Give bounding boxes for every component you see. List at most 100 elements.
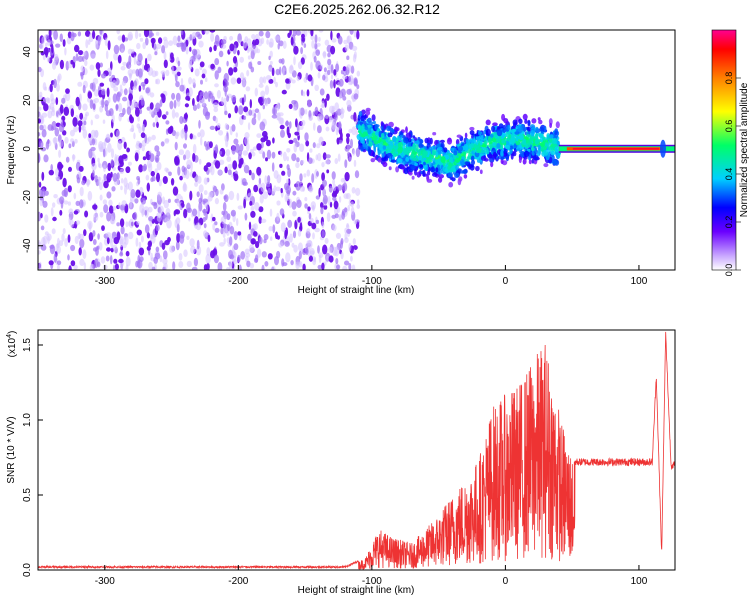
spectrogram-cell [473, 144, 480, 149]
spectrogram-cell [388, 145, 394, 149]
spectrogram-cell [224, 110, 228, 116]
spectrogram-cell [75, 53, 79, 62]
spectrogram-cell [464, 161, 470, 165]
spectrogram-cell [158, 37, 163, 44]
spectrogram-cell [38, 132, 41, 137]
spectrogram-cell [282, 151, 287, 162]
snr-x-label: Height of straight line (km) [298, 585, 415, 596]
spectrogram-cell [148, 216, 154, 222]
spectrogram-cell [498, 123, 504, 129]
spectrogram-cell [118, 113, 122, 122]
spectrogram-cell [342, 182, 348, 192]
spectrogram-cell [271, 67, 275, 77]
spectrogram-cell [183, 181, 187, 191]
spectrogram-cell [126, 147, 130, 153]
spectrogram-cell [306, 240, 312, 245]
spectrogram-cell [180, 129, 185, 139]
spectrogram-cell [133, 102, 139, 108]
spectrogram-cell [184, 124, 188, 134]
spectrogram-cell [41, 36, 45, 45]
spectrogram-cell [111, 186, 116, 192]
spectrogram-cell [145, 87, 150, 94]
spectrogram-cell [242, 76, 247, 82]
spectrogram-cell [85, 39, 89, 49]
spectrogram-cell [262, 151, 266, 159]
spectrogram-cell [347, 35, 350, 45]
spectrogram-cell [248, 221, 252, 230]
spectrogram-cell [257, 183, 262, 189]
spectrogram-cell [317, 113, 322, 122]
spectrogram-cell [281, 258, 285, 267]
spectrogram-cell [206, 247, 211, 256]
spectrogram-cell [426, 178, 433, 183]
spectrogram-cell [439, 139, 445, 143]
spectrogram-cell [523, 140, 527, 146]
spectrogram-cell [258, 83, 264, 88]
spectrogram-cell [422, 169, 426, 177]
spectrogram-cell [68, 265, 72, 270]
spectrogram-cell [355, 187, 361, 196]
spectrogram-cell [448, 181, 454, 188]
spectrogram-cell [149, 92, 155, 98]
spectrogram-cell [476, 158, 481, 163]
spectrogram-cell [274, 35, 280, 41]
spectrogram-cell [229, 254, 235, 260]
spectrogram-cell [327, 195, 331, 205]
spectrogram-cell [478, 130, 481, 136]
spectrogram-cell [332, 183, 337, 192]
spectrogram-cell [149, 108, 154, 115]
spectrogram-cell [523, 126, 527, 132]
spectrogram-cell [214, 58, 220, 66]
spectrogram-cell [126, 61, 132, 69]
spectrogram-cell [130, 188, 136, 199]
spectrogram-cell [367, 141, 373, 147]
spectrogram-cell [205, 202, 209, 212]
spectrogram-cell [203, 264, 208, 270]
spectrogram-cell [208, 90, 212, 96]
spectrogram-cell [122, 61, 127, 66]
spectrogram-cell [193, 257, 198, 267]
spectrogram-cell [324, 237, 329, 244]
spectrogram-cell [183, 143, 187, 149]
spectrogram-cell [351, 126, 357, 136]
spectrogram-cell [300, 159, 305, 165]
spectrogram-cell [288, 139, 294, 144]
spectrogram-cell [256, 48, 261, 54]
spectrogram-cell [254, 38, 260, 46]
spectrogram-cell [162, 176, 168, 184]
spectrogram-cell [226, 156, 232, 163]
spectrogram-cell [74, 44, 80, 53]
spectrogram-cell [333, 79, 336, 89]
spectrogram-cell [93, 98, 100, 103]
snr-frame [37, 329, 676, 571]
spectrogram-cell [251, 151, 256, 157]
spectrogram-cell [112, 264, 116, 270]
spectrogram-cell [222, 222, 227, 229]
spectrogram-cell [350, 201, 355, 208]
spectrogram-cell [522, 113, 528, 120]
spectrogram-cell [179, 116, 184, 124]
spectrogram-cell [112, 205, 117, 211]
spectrogram-cell [82, 249, 87, 260]
spectrogram-cell [41, 112, 48, 118]
spectrogram-cell [224, 166, 228, 174]
spectrogram-cell [89, 222, 92, 232]
spectrogram-cell [461, 156, 465, 160]
spectrogram-cell [272, 137, 275, 144]
spectrogram-cell [205, 253, 211, 264]
spectrogram-cell [333, 69, 337, 76]
spectrogram-cell [46, 233, 52, 241]
spectrogram-cell [104, 100, 109, 107]
spectrogram-cell [125, 166, 131, 174]
spectrogram-cell [203, 223, 207, 229]
spectrogram-cell [257, 111, 261, 121]
spectrogram-cell [77, 120, 83, 127]
spectrogram-cell [267, 253, 273, 260]
spectrogram-cell [318, 136, 324, 146]
spectrogram-cell [210, 63, 215, 70]
spectrogram-cell [222, 232, 226, 238]
spectrogram-cell [321, 100, 325, 108]
spectrogram-cell [344, 44, 349, 52]
spectrogram-cell [515, 140, 521, 146]
